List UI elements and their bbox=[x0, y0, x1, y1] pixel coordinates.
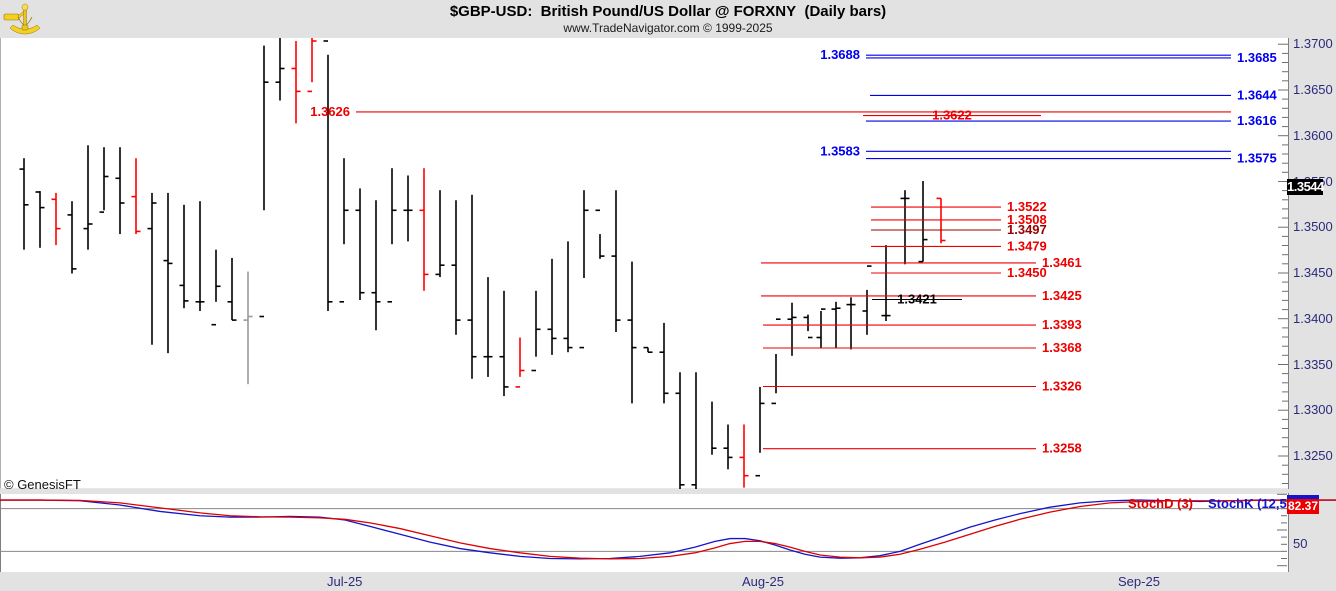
svg-text:1.3583: 1.3583 bbox=[820, 143, 860, 158]
svg-text:1.3258: 1.3258 bbox=[1042, 441, 1082, 456]
svg-text:1.3622: 1.3622 bbox=[932, 108, 972, 123]
svg-text:1.3616: 1.3616 bbox=[1237, 113, 1277, 128]
svg-text:1.3425: 1.3425 bbox=[1042, 288, 1082, 303]
svg-text:1.3626: 1.3626 bbox=[310, 104, 350, 119]
svg-text:1.3497: 1.3497 bbox=[1007, 222, 1047, 237]
svg-text:1.3326: 1.3326 bbox=[1042, 379, 1082, 394]
svg-text:1.3688: 1.3688 bbox=[820, 47, 860, 62]
svg-text:1.3479: 1.3479 bbox=[1007, 238, 1047, 253]
svg-text:1.3421: 1.3421 bbox=[897, 292, 937, 307]
svg-text:1.3461: 1.3461 bbox=[1042, 255, 1082, 270]
svg-text:1.3368: 1.3368 bbox=[1042, 340, 1082, 355]
svg-text:1.3450: 1.3450 bbox=[1007, 265, 1047, 280]
svg-text:1.3575: 1.3575 bbox=[1237, 151, 1277, 166]
svg-text:1.3685: 1.3685 bbox=[1237, 50, 1277, 65]
svg-text:1.3644: 1.3644 bbox=[1237, 87, 1278, 102]
svg-text:1.3393: 1.3393 bbox=[1042, 317, 1082, 332]
